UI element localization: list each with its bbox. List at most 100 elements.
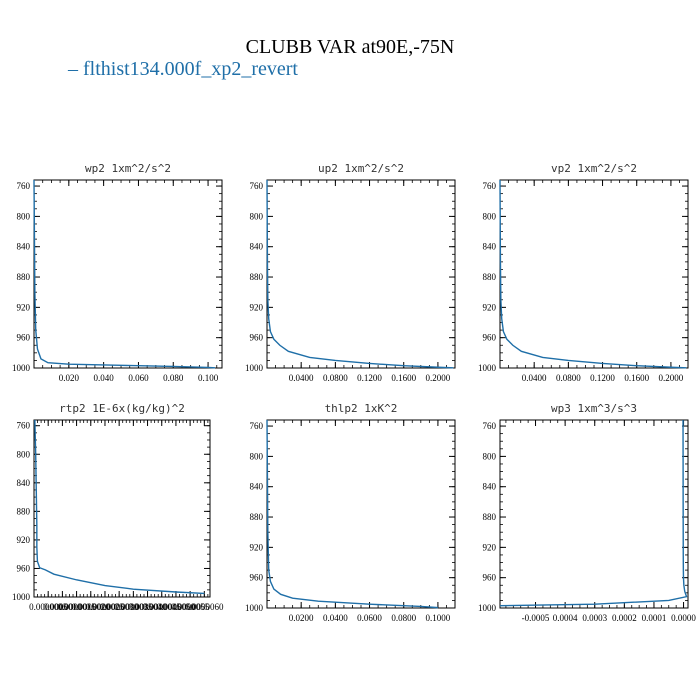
- panel-title: thlp2 1xK^2: [325, 402, 398, 415]
- figure-title: CLUBB VAR at90E,-75N: [245, 36, 455, 58]
- y-tick-label: 880: [250, 512, 264, 522]
- series-line: [266, 179, 454, 369]
- y-tick-label: 880: [483, 512, 497, 522]
- panel-title: wp3 1xm^3/s^3: [551, 402, 637, 415]
- y-tick-label: 880: [483, 272, 497, 282]
- x-tick-label: 0.0000060: [185, 602, 224, 612]
- y-tick-label: 880: [17, 272, 31, 282]
- x-tick-label: 0.0400: [323, 613, 348, 623]
- plot-frame: [266, 419, 456, 609]
- series-line: [34, 419, 205, 595]
- x-tick-label: 0.0001: [642, 613, 667, 623]
- x-tick-label: 0.0400: [289, 373, 314, 383]
- series-line: [499, 419, 688, 607]
- panel-title: rtp2 1E-6x(kg/kg)^2: [59, 402, 185, 415]
- y-tick-label: 960: [483, 333, 497, 343]
- panel-2: up2 1xm^2/s^2 760 800 840 880 920 960 1000 0.040…: [245, 162, 456, 383]
- y-tick-label: 920: [250, 302, 264, 312]
- x-tick-label: 0.1200: [357, 373, 382, 383]
- x-tick-label: 0.0000040: [128, 602, 167, 612]
- y-tick-label: 1000: [478, 603, 497, 613]
- panel-title: vp2 1xm^2/s^2: [551, 162, 637, 175]
- x-tick-label: 0.0000035: [114, 602, 153, 612]
- panel-title: up2 1xm^2/s^2: [318, 162, 404, 175]
- x-tick-label: 0.0400: [522, 373, 547, 383]
- x-tick-label: 0.2000: [426, 373, 451, 383]
- y-tick-label: 800: [250, 451, 264, 461]
- x-tick-label: 0.0800: [391, 613, 416, 623]
- y-tick-label: 920: [483, 302, 497, 312]
- y-tick-label: 1000: [12, 363, 31, 373]
- plot-frame: [499, 419, 689, 609]
- y-tick-label: 760: [483, 421, 497, 431]
- plot-frame: [266, 179, 456, 369]
- y-tick-label: 840: [17, 242, 31, 252]
- y-tick-label: 920: [17, 535, 31, 545]
- x-tick-label: 0.020: [59, 373, 80, 383]
- panel-3: vp2 1xm^2/s^2 760 800 840 880 920 960 1000 0.040…: [478, 162, 689, 383]
- y-tick-label: 960: [483, 573, 497, 583]
- y-tick-label: 1000: [478, 363, 497, 373]
- y-tick-label: 960: [250, 573, 264, 583]
- y-tick-label: 760: [17, 421, 31, 431]
- y-tick-label: 920: [250, 542, 264, 552]
- x-tick-label: 0.0000: [671, 613, 696, 623]
- y-tick-label: 800: [483, 451, 497, 461]
- x-tick-label: 0.0004: [553, 613, 578, 623]
- y-tick-label: 1000: [245, 363, 264, 373]
- y-tick-label: 840: [17, 478, 31, 488]
- y-tick-label: 760: [250, 421, 264, 431]
- x-tick-label: 0.1200: [590, 373, 615, 383]
- legend-line-icon: –: [68, 58, 83, 80]
- x-tick-label: 0.040: [94, 373, 115, 383]
- x-tick-label: 0.1000: [426, 613, 451, 623]
- y-tick-label: 960: [250, 333, 264, 343]
- x-tick-label: 0.0000020: [72, 602, 111, 612]
- x-tick-label: 0.2000: [659, 373, 684, 383]
- y-tick-label: 840: [483, 242, 497, 252]
- y-tick-label: 800: [17, 211, 31, 221]
- y-tick-label: 920: [483, 542, 497, 552]
- y-tick-label: 880: [17, 506, 31, 516]
- x-tick-label: 0.1600: [624, 373, 649, 383]
- series-line: [266, 419, 438, 609]
- panel-title: wp2 1xm^2/s^2: [85, 162, 171, 175]
- y-tick-label: 800: [250, 211, 264, 221]
- y-tick-label: 800: [17, 449, 31, 459]
- x-tick-label: 0.0000015: [57, 602, 96, 612]
- x-tick-label: 0.0600: [357, 613, 382, 623]
- y-tick-label: 760: [250, 181, 264, 191]
- plot-frame: [33, 419, 211, 598]
- x-tick-label: 0.0800: [323, 373, 348, 383]
- x-tick-label: 0.0000030: [100, 602, 139, 612]
- y-tick-label: 1000: [245, 603, 264, 613]
- y-tick-label: 960: [17, 563, 31, 573]
- x-tick-label: 0.0800: [556, 373, 581, 383]
- y-tick-label: 840: [250, 242, 264, 252]
- x-tick-label: 0.100: [198, 373, 219, 383]
- series-line: [499, 179, 687, 369]
- y-tick-label: 760: [483, 181, 497, 191]
- y-tick-label: 800: [483, 211, 497, 221]
- y-tick-label: 1000: [12, 592, 31, 602]
- panel-6: wp3 1xm^3/s^3 760 800 840 880 920 960 1000 -0.00…: [478, 402, 696, 623]
- x-tick-label: 0.0000010: [43, 602, 82, 612]
- x-tick-label: 0.060: [128, 373, 149, 383]
- x-tick-label: 0.0003: [582, 613, 607, 623]
- legend: – flthist134.000f_xp2_revert: [68, 58, 298, 81]
- x-tick-label: 0.0000055: [171, 602, 210, 612]
- x-tick-label: 0.0000025: [86, 602, 125, 612]
- y-tick-label: 880: [250, 272, 264, 282]
- panel-4: rtp2 1E-6x(kg/kg)^2 760 800 840 880 920 960 100…: [12, 402, 224, 612]
- x-tick-label: 0.080: [163, 373, 184, 383]
- y-tick-label: 920: [17, 302, 31, 312]
- y-tick-label: 760: [17, 181, 31, 191]
- x-tick-label: 0.0000050: [157, 602, 196, 612]
- x-tick-label: 0.1600: [391, 373, 416, 383]
- x-tick-label: 0.0200: [289, 613, 314, 623]
- y-tick-label: 960: [17, 333, 31, 343]
- x-tick-label: 0.0002: [612, 613, 637, 623]
- y-tick-label: 840: [483, 482, 497, 492]
- y-tick-label: 840: [250, 482, 264, 492]
